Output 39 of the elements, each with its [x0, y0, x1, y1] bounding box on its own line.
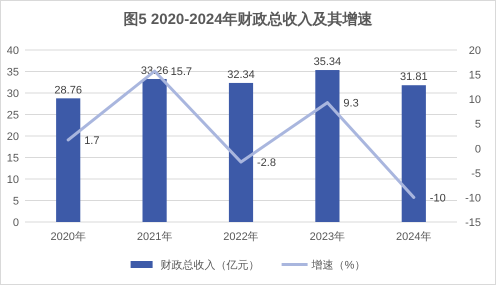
bar — [56, 98, 80, 222]
bar — [228, 82, 254, 222]
y-tick-label: 20 — [6, 131, 19, 143]
y2-tick-label: 5 — [474, 118, 481, 131]
x-tick-label: 2022年 — [223, 231, 259, 243]
data-label: 9.3 — [343, 98, 359, 110]
data-label: 1.7 — [84, 134, 100, 147]
legend-label: 财政总收入（亿元） — [160, 258, 260, 272]
y-tick-label: 40 — [6, 45, 19, 57]
x-tick-label: 2021年 — [136, 231, 172, 243]
bar — [142, 78, 167, 222]
y-tick-label: 5 — [12, 196, 19, 208]
data-label: -10 — [430, 192, 446, 204]
chart-title: 图5 2020-2024年财政总收入及其增速 — [123, 11, 374, 28]
y2-tick-label: 10 — [468, 94, 481, 106]
y-tick-label: 15 — [6, 152, 19, 164]
data-label: 15.7 — [170, 66, 192, 78]
x-tick-label: 2023年 — [310, 231, 346, 243]
y2-tick-label: 20 — [468, 45, 481, 57]
y-tick-label: 10 — [6, 174, 19, 186]
bar — [315, 70, 340, 222]
y2-tick-label: -15 — [465, 217, 481, 229]
y2-tick-label: 15 — [468, 70, 481, 82]
y-tick-label: 35 — [6, 66, 19, 78]
y2-tick-label: -10 — [465, 192, 481, 204]
legend-label: 增速（%） — [310, 258, 366, 272]
x-tick-label: 2020年 — [50, 231, 86, 243]
y-tick-label: 0 — [12, 217, 19, 229]
bar — [402, 85, 426, 222]
x-tick-label: 2024年 — [396, 231, 432, 243]
data-label: -2.8 — [257, 157, 276, 170]
y-tick-label: 30 — [6, 88, 19, 100]
y2-tick-label: 0 — [474, 143, 481, 156]
y2-tick-label: -5 — [471, 168, 481, 180]
data-label: 35.34 — [314, 56, 342, 68]
data-label: 32.34 — [227, 68, 255, 81]
y-tick-label: 25 — [6, 110, 19, 122]
data-label: 31.81 — [400, 71, 428, 84]
data-label: 28.76 — [54, 84, 82, 96]
